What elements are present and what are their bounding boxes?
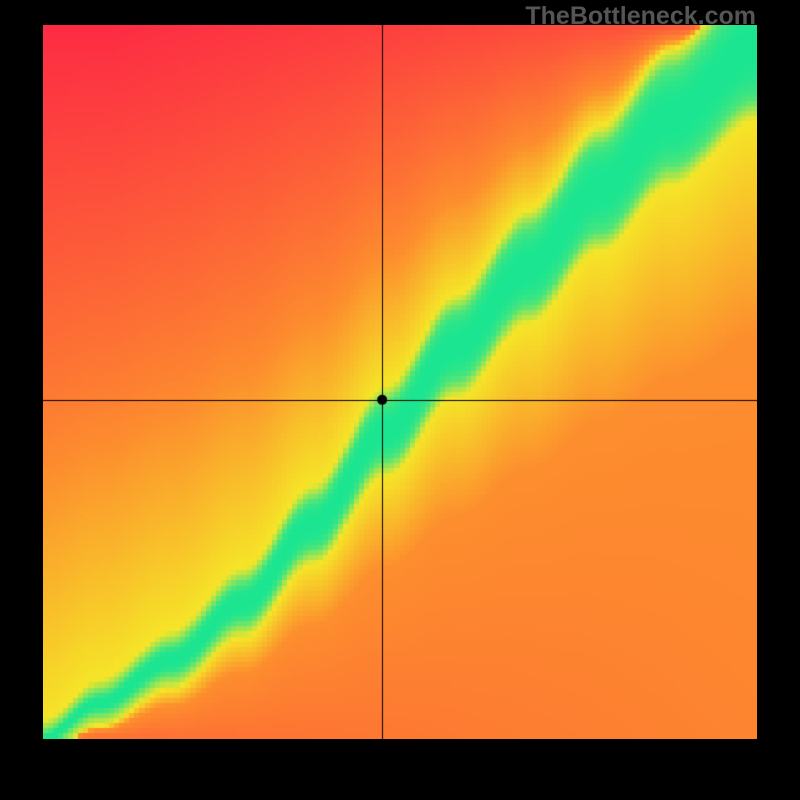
chart-container: TheBottleneck.com xyxy=(0,0,800,800)
bottleneck-heatmap xyxy=(43,25,757,739)
watermark-text: TheBottleneck.com xyxy=(525,2,756,31)
